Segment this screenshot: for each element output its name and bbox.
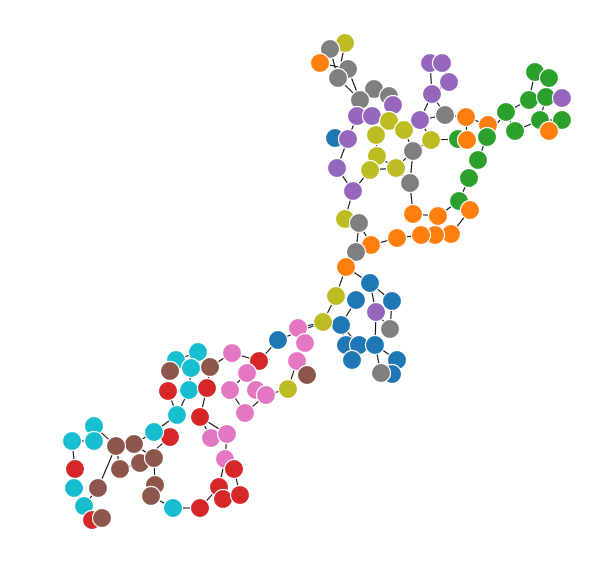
graph-node-blue [381,290,403,312]
graph-node-brown [296,364,318,386]
graph-node-orange [456,129,478,151]
graph-node-green [504,120,526,142]
graph-node-gray [379,318,401,340]
graph-node-olive [325,285,347,307]
graph-node-purple [421,83,443,105]
graph-node-green [538,67,560,89]
graph-node-gray [434,104,456,126]
graph-node-green [476,126,498,148]
graph-node-pink [216,423,238,445]
graph-node-red [223,458,245,480]
graph-node-brown [199,356,221,378]
graph-node-orange [455,106,477,128]
graph-node-cyan [178,379,200,401]
graph-node-green [495,101,517,123]
graph-node-cyan [162,497,184,519]
graph-node-purple [361,105,383,127]
graph-node-green [467,149,489,171]
graph-node-purple [365,301,387,323]
graph-node-gray [345,241,367,263]
graph-node-orange [402,203,424,225]
graph-node-gray [319,38,341,60]
graph-node-blue [330,314,352,336]
graph-node-red [157,380,179,402]
graph-node-purple [438,71,460,93]
graph-node-purple [409,109,431,131]
graph-node-red [196,377,218,399]
graph-node-green [458,167,480,189]
graph-node-blue [364,334,386,356]
graph-node-blue [345,289,367,311]
graph-node-olive [420,129,442,151]
graph-node-olive [393,119,415,141]
graph-node-red [212,488,234,510]
graph-node-brown [140,485,162,507]
graph-node-orange [386,227,408,249]
graph-node-green [518,89,540,111]
graph-node-olive [365,124,387,146]
graph-node-purple [431,52,453,74]
graph-node-green [551,109,573,131]
graph-node-pink [221,342,243,364]
graph-node-orange [427,205,449,227]
graph-node-red [229,484,251,506]
graph-node-red [189,406,211,428]
graph-node-cyan [180,357,202,379]
graph-node-pink [294,332,316,354]
graph-node-orange [538,120,560,142]
graph-node-brown [109,458,131,480]
graph-node-orange [410,224,432,246]
graph-node-orange [459,199,481,221]
graph-nodes [61,32,573,531]
graph-node-pink [255,384,277,406]
graph-node-blue [359,272,381,294]
graph-node-purple [337,128,359,150]
graph-node-blue [267,329,289,351]
graph-node-orange [309,52,331,74]
graph-node-olive [277,378,299,400]
graph-node-purple [342,180,364,202]
graph-edges [71,42,563,521]
graph-node-blue [341,349,363,371]
graph-node-pink [286,350,308,372]
graph-node-red [64,458,86,480]
graph-node-cyan [143,421,165,443]
graph-node-red [248,350,270,372]
graph-node-red [189,497,211,519]
graph-node-gray [402,140,424,162]
graph-node-brown [105,435,127,457]
graph-node-purple [326,157,348,179]
graph-node-gray [370,362,392,384]
graph-node-olive [312,311,334,333]
graph-node-cyan [83,430,105,452]
graph-node-purple [551,87,573,109]
graph-node-pink [236,362,258,384]
graph-node-gray [327,67,349,89]
graph-node-brown [143,447,165,469]
graph-node-orange [335,256,357,278]
graph-node-brown [87,477,109,499]
graph-node-brown [91,507,113,529]
graph-node-gray [348,212,370,234]
graph-node-cyan [61,430,83,452]
graph-node-olive [359,159,381,181]
graph-node-cyan [63,477,85,499]
graph-node-olive [378,110,400,132]
graph-node-olive [385,157,407,179]
graph-node-brown [159,360,181,382]
graph-node-pink [219,379,241,401]
graph-node-pink [234,402,256,424]
graph-node-brown [123,433,145,455]
graph-node-gray [399,172,421,194]
graph-node-cyan [166,404,188,426]
